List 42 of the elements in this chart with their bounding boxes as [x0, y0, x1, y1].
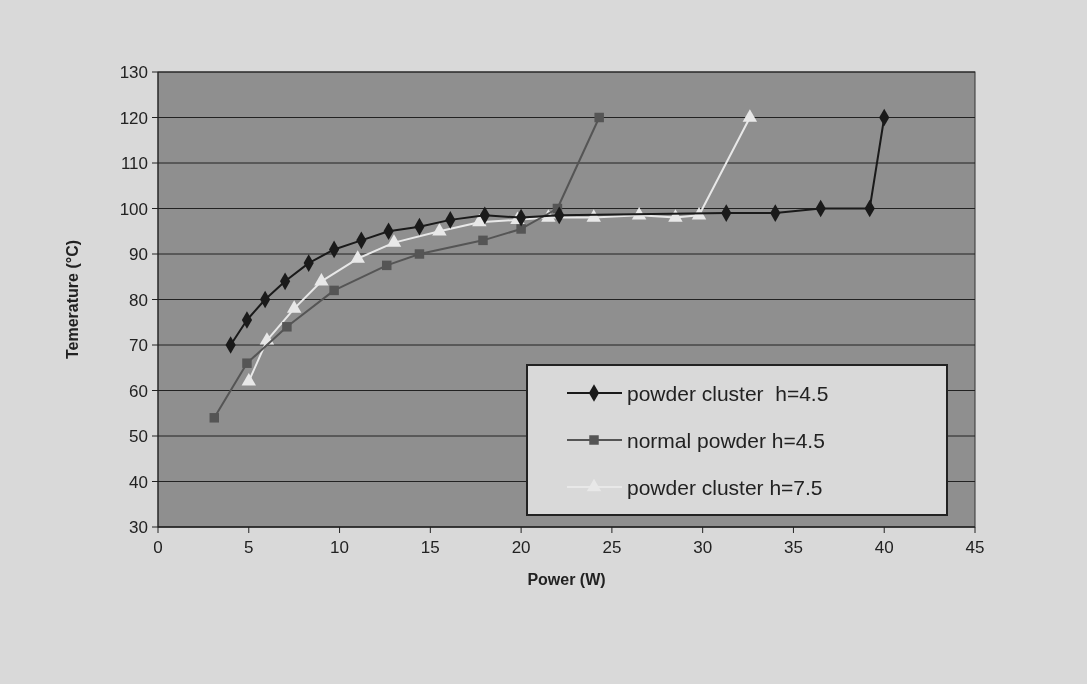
y-tick-label: 90: [129, 245, 148, 264]
x-tick-label: 20: [511, 538, 531, 557]
x-tick-label: 10: [330, 538, 350, 557]
x-tick-label: 40: [874, 538, 894, 557]
point: [241, 373, 256, 386]
y-tick-label: 130: [119, 63, 148, 82]
point: [516, 224, 526, 234]
point: [386, 234, 402, 247]
y-axis-title: Temerature (°C): [64, 239, 81, 360]
y-tick-label: 80: [129, 290, 148, 310]
legend-label: normal powder h=4.5: [627, 429, 825, 452]
point: [282, 322, 292, 332]
legend-label: powder cluster h=7.5: [627, 476, 823, 499]
x-tick-label: 15: [420, 538, 440, 557]
x-tick-label: 25: [602, 538, 622, 557]
y-tick-label: 100: [119, 199, 148, 219]
x-axis-title: Power (W): [527, 571, 606, 588]
point: [742, 109, 758, 122]
y-tick-label: 50: [129, 427, 148, 446]
point: [329, 285, 339, 296]
x-tick-label: 35: [783, 538, 803, 557]
point: [314, 272, 329, 286]
y-tick-label: 110: [120, 154, 148, 173]
x-tick-label: 5: [244, 538, 254, 557]
point: [350, 250, 365, 263]
point: [594, 112, 604, 123]
y-tick-label: 30: [129, 518, 148, 537]
point: [286, 300, 302, 313]
y-tick-label: 70: [129, 336, 148, 355]
y-tick-label: 120: [119, 108, 148, 128]
point: [432, 222, 447, 236]
x-tick-label: 30: [693, 538, 713, 557]
point: [478, 235, 488, 246]
y-tick-label: 40: [129, 472, 148, 492]
point: [382, 260, 392, 271]
legend-label: powder cluster h=4.5: [627, 382, 829, 405]
point: [242, 358, 252, 368]
point: [414, 249, 425, 259]
y-tick-label: 60: [129, 381, 148, 401]
x-tick-label: 45: [965, 538, 985, 557]
point: [209, 413, 220, 423]
x-tick-label: 0: [153, 538, 163, 557]
